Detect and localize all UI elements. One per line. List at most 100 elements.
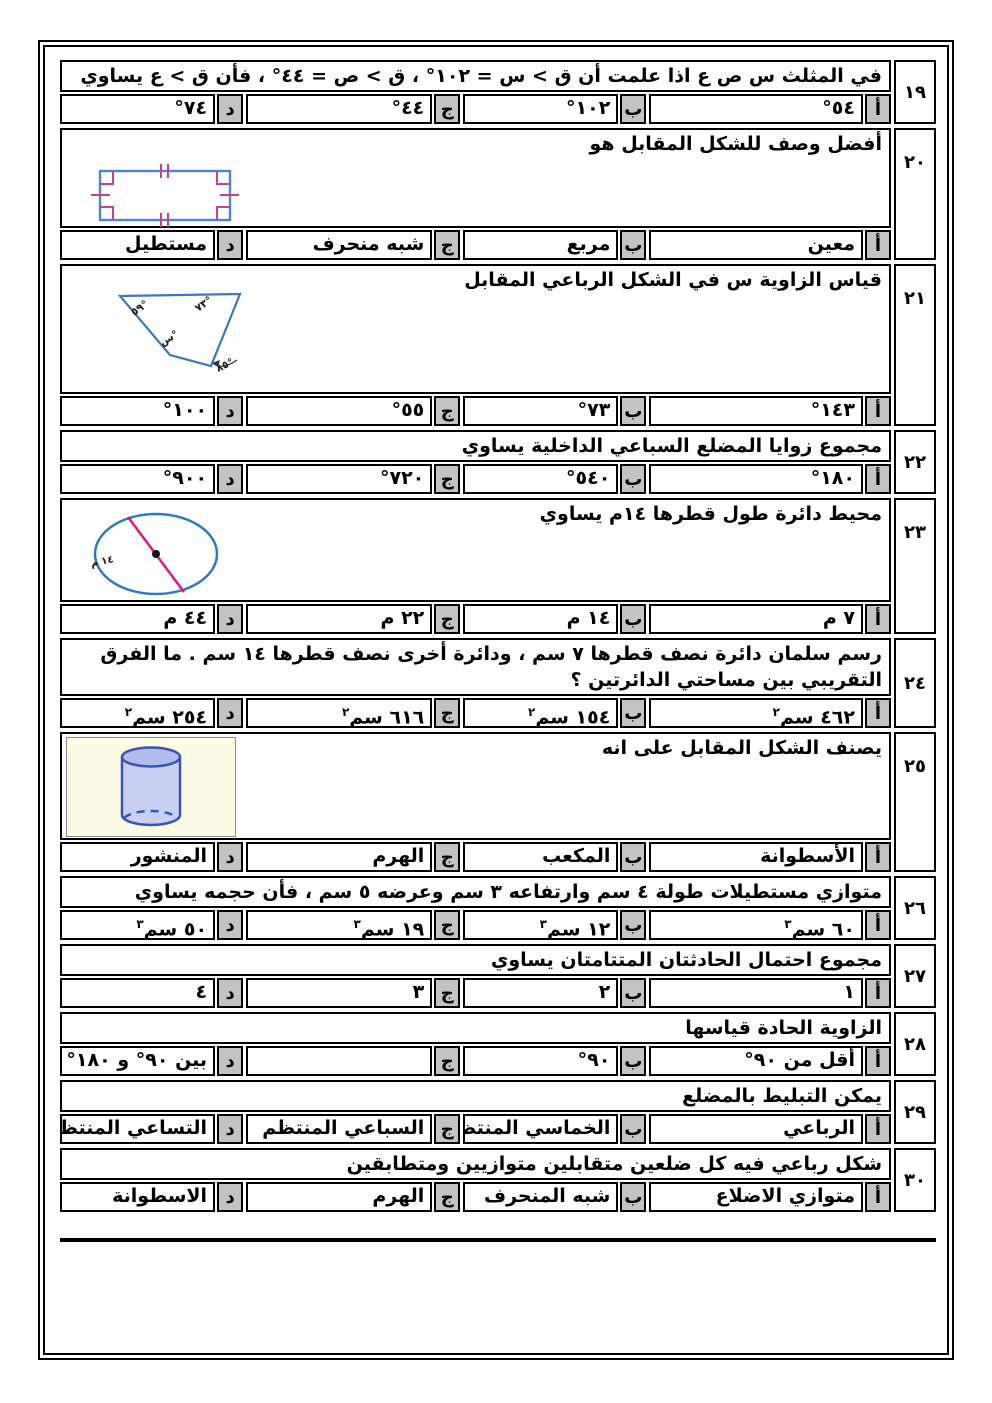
option-d-label: د — [217, 1114, 244, 1144]
option-a-label: أ — [865, 842, 891, 872]
option-a-value: متوازي الاضلاع — [649, 1182, 863, 1212]
quadrilateral-figure: ٥٩° ٧٣° س° ٨٥° — [106, 288, 296, 395]
question-22: ٢٢ مجموع زوايا المضلع السباعي الداخلية ي… — [59, 430, 936, 494]
option-d-label: د — [217, 396, 244, 426]
superscript: ٢ — [341, 705, 350, 719]
option-a-value: ٤٦٢ سم٢ — [649, 698, 863, 728]
options-row: أ أقل من ٩٠° ب ٩٠° ج د بين ٩٠° و ١٨٠° — [59, 1046, 891, 1076]
option-c-value: ٥٥° — [246, 396, 433, 426]
question-29: ٢٩ يمكن التبليط بالمضلع أ الرباعي ب الخم… — [59, 1080, 936, 1144]
option-c-value: ١٩ سم٣ — [246, 910, 433, 940]
option-b: ب الخماسي المنتظم — [463, 1114, 647, 1144]
question-20-number: ٢٠ — [894, 128, 936, 260]
option-b-label: ب — [620, 978, 647, 1008]
question-20: ٢٠ أفضل وصف للشكل المقابل هو — [59, 128, 936, 260]
option-c: ج ٢٢ م — [246, 604, 461, 634]
option-a-value: ٦٠ سم٣ — [649, 910, 863, 940]
option-d-label: د — [217, 698, 244, 728]
option-a-value: ١٤٣° — [649, 396, 863, 426]
option-d: د ١٠٠° — [59, 396, 244, 426]
option-a: أ ١٨٠° — [649, 464, 891, 494]
value-text: ٥٠ سم — [143, 918, 208, 940]
question-28-text: الزاوية الحادة قياسها — [685, 1017, 882, 1039]
option-c-label: ج — [434, 464, 461, 494]
option-a-value: ١٨٠° — [649, 464, 863, 494]
option-b: ب ١٠٢° — [463, 94, 647, 124]
option-b: ب ٥٤٠° — [463, 464, 647, 494]
question-24-text: رسم سلمان دائرة نصف قطرها ٧ سم ، ودائرة … — [100, 643, 882, 691]
questions-table: ١٩ في المثلث س ص ع اذا علمت أن ق > س = ١… — [45, 47, 947, 1242]
question-23: ٢٣ محيط دائرة طول قطرها ١٤م يساوي ١٤ م أ… — [59, 498, 936, 634]
question-19-number: ١٩ — [894, 60, 936, 124]
option-b-value: ١٥٤ سم٢ — [463, 698, 619, 728]
options-row: أ ٥٤° ب ١٠٢° ج ٤٤° د ٧٤° — [59, 94, 891, 124]
value-text: ٦١٦ سم — [349, 706, 425, 728]
option-b: ب ٩٠° — [463, 1046, 647, 1076]
option-c: ج ٤٤° — [246, 94, 461, 124]
option-b-label: ب — [620, 396, 647, 426]
option-a-value: أقل من ٩٠° — [649, 1046, 863, 1076]
option-c-label: ج — [434, 842, 461, 872]
option-a-label: أ — [865, 1182, 891, 1212]
question-24: ٢٤ رسم سلمان دائرة نصف قطرها ٧ سم ، ودائ… — [59, 638, 936, 728]
option-c-label: ج — [434, 698, 461, 728]
option-b-value: ٧٣° — [463, 396, 619, 426]
rectangle-figure — [90, 162, 240, 235]
option-b-label: ب — [620, 842, 647, 872]
option-a-label: أ — [865, 464, 891, 494]
option-a-label: أ — [865, 978, 891, 1008]
option-d-label: د — [217, 978, 244, 1008]
option-d-value: بين ٩٠° و ١٨٠° — [59, 1046, 216, 1076]
value-text: ٢٥٤ سم — [132, 706, 208, 728]
question-19-text: في المثلث س ص ع اذا علمت أن ق > س = ١٠٢°… — [80, 65, 882, 87]
option-a-value: ١ — [649, 978, 863, 1008]
superscript: ٣ — [136, 917, 144, 931]
question-21-number: ٢١ — [894, 264, 936, 426]
option-d: د ٤٤ م — [59, 604, 244, 634]
options-row: أ ١٨٠° ب ٥٤٠° ج ٧٢٠° د ٩٠٠° — [59, 464, 891, 494]
option-b-label: ب — [620, 1046, 647, 1076]
question-28-number: ٢٨ — [894, 1012, 936, 1076]
option-c: ج ٥٥° — [246, 396, 461, 426]
question-26-text: متوازي مستطيلات طولة ٤ سم وارتفاعه ٣ سم … — [134, 881, 882, 903]
option-a: أ ١ — [649, 978, 891, 1008]
option-c: ج شبه منحرف — [246, 230, 461, 260]
option-b: ب ٧٣° — [463, 396, 647, 426]
option-d-label: د — [217, 1046, 244, 1076]
options-row: أ ١ ب ٢ ج ٣ د ٤ — [59, 978, 891, 1008]
question-20-text: أفضل وصف للشكل المقابل هو — [589, 133, 883, 155]
option-c-label: ج — [434, 230, 461, 260]
question-30-text: شكل رباعي فيه كل ضلعين متقابلين متوازيين… — [346, 1153, 882, 1175]
option-d-value: المنشور — [59, 842, 216, 872]
option-c-label: ج — [434, 1114, 461, 1144]
options-row: أ ٦٠ سم٣ ب ١٢ سم٣ ج ١٩ سم٣ د ٥٠ سم٣ — [59, 910, 891, 940]
angle-top-right-label: ٧٣° — [193, 294, 215, 314]
option-d: د ٤ — [59, 978, 244, 1008]
superscript: ٣ — [784, 917, 792, 931]
angle-top-left-label: ٥٩° — [129, 298, 151, 318]
option-d: د التساعي المنتظم — [59, 1114, 244, 1144]
option-c-value: ٢٢ م — [246, 604, 433, 634]
option-b-value: الخماسي المنتظم — [463, 1114, 619, 1144]
option-d: د ٢٥٤ سم٢ — [59, 698, 244, 728]
value-text: ١٥٤ سم — [535, 706, 611, 728]
question-27: ٢٧ مجموع احتمال الحادثتان المتتامتان يسا… — [59, 944, 936, 1008]
superscript: ٢ — [124, 705, 133, 719]
option-d-label: د — [217, 604, 244, 634]
superscript: ٢ — [772, 705, 780, 719]
question-23-text: محيط دائرة طول قطرها ١٤م يساوي — [539, 503, 882, 525]
option-b-value: ٥٤٠° — [463, 464, 619, 494]
option-d-label: د — [217, 464, 244, 494]
option-b-label: ب — [620, 230, 647, 260]
option-d-value: مستطيل — [59, 230, 216, 260]
option-b-label: ب — [620, 464, 647, 494]
option-d: د بين ٩٠° و ١٨٠° — [59, 1046, 244, 1076]
option-b-label: ب — [620, 604, 647, 634]
option-c-value: ٦١٦ سم٢ — [246, 698, 433, 728]
question-29-text: يمكن التبليط بالمضلع — [682, 1085, 882, 1107]
option-a: أ متوازي الاضلاع — [649, 1182, 891, 1212]
question-24-number: ٢٤ — [894, 638, 936, 728]
question-30: ٣٠ شكل رباعي فيه كل ضلعين متقابلين متواز… — [59, 1148, 936, 1212]
option-a-value: الرباعي — [649, 1114, 863, 1144]
option-b-value: المكعب — [463, 842, 619, 872]
